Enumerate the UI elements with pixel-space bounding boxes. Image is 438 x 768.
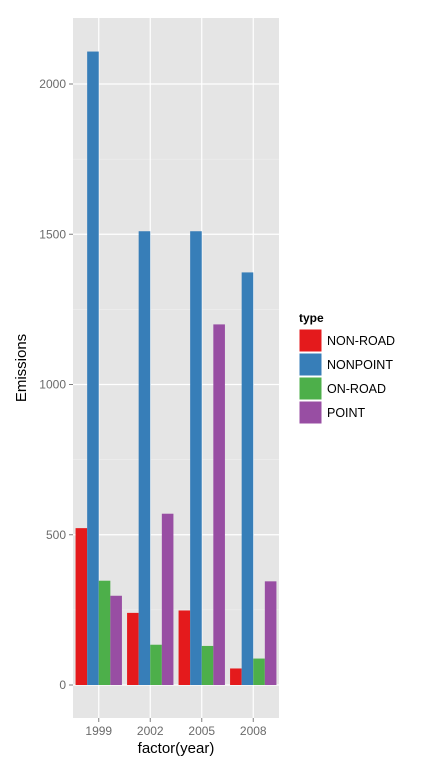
bar-point	[264, 581, 277, 685]
bar-nonpoint	[87, 51, 99, 685]
bar-on-road	[253, 658, 265, 685]
legend: type NON-ROAD NONPOINT ON-ROAD POINT	[298, 311, 395, 425]
legend-label: NONPOINT	[327, 358, 393, 372]
bar-nonpoint	[241, 272, 254, 685]
bar-on-road	[201, 645, 214, 685]
y-axis-title: Emissions	[13, 334, 30, 402]
x-axis: 1999 2002 2005 2008	[85, 718, 267, 738]
bar-point	[161, 513, 174, 685]
x-tick-label: 1999	[85, 724, 112, 738]
bar-nonpoint	[190, 231, 202, 685]
bar-nonpoint	[138, 231, 151, 685]
x-tick-label: 2005	[188, 724, 215, 738]
x-axis-title: factor(year)	[138, 740, 215, 757]
bar-non-road	[127, 612, 139, 685]
bar-non-road	[75, 528, 88, 685]
legend-title: type	[299, 311, 324, 325]
bar-non-road	[230, 668, 242, 685]
legend-label: ON-ROAD	[327, 382, 386, 396]
legend-key	[298, 376, 323, 401]
bar-on-road	[98, 580, 111, 685]
y-axis: 0 500 1000 1500 2000	[39, 77, 73, 692]
y-tick-label: 1000	[39, 378, 66, 392]
legend-label: NON-ROAD	[327, 334, 395, 348]
bar-on-road	[150, 644, 162, 685]
x-tick-label: 2008	[240, 724, 267, 738]
bar-non-road	[178, 610, 191, 685]
y-tick-label: 1500	[39, 227, 66, 241]
x-tick-label: 2002	[137, 724, 164, 738]
bars	[75, 51, 277, 685]
y-tick-label: 0	[59, 678, 66, 692]
legend-key	[298, 400, 323, 425]
y-tick-label: 500	[46, 528, 66, 542]
legend-key	[298, 328, 323, 353]
y-tick-label: 2000	[39, 77, 66, 91]
bar-point	[110, 595, 122, 685]
bar-point	[213, 324, 225, 685]
legend-label: POINT	[327, 406, 366, 420]
legend-key	[298, 352, 323, 377]
